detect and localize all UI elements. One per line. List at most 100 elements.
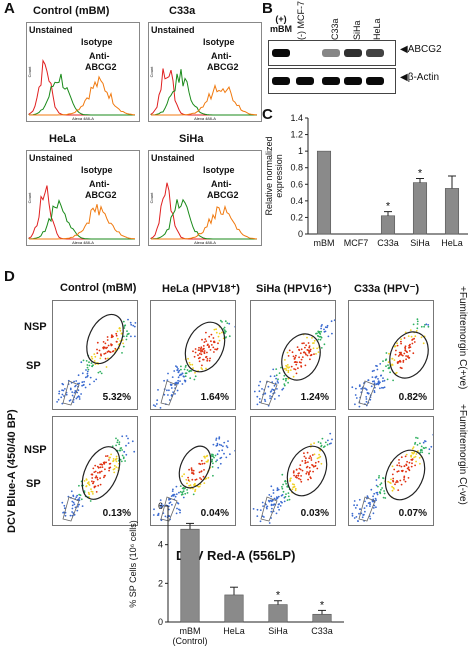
- facs-event: [273, 398, 276, 400]
- facs-event: [93, 471, 96, 473]
- sp-gate: [62, 380, 80, 406]
- facs-event: [130, 323, 133, 326]
- facs-event: [412, 323, 415, 326]
- facs-event: [201, 368, 204, 371]
- histogram-title: SiHa: [179, 133, 204, 145]
- facs-event: [218, 450, 221, 452]
- facs-event: [397, 355, 400, 357]
- facs-event: [330, 320, 333, 323]
- facs-event: [323, 328, 325, 331]
- facs-event: [177, 381, 180, 384]
- facs-event: [205, 355, 208, 358]
- facs-event: [416, 323, 419, 325]
- facs-event: [115, 332, 118, 335]
- facs-event: [313, 453, 316, 456]
- facs-event: [392, 477, 395, 480]
- blot-band: [366, 77, 384, 85]
- facs-event: [93, 380, 95, 383]
- facs-event: [122, 320, 125, 323]
- facs-event: [106, 339, 109, 341]
- facs-event: [314, 464, 317, 467]
- facs-event: [122, 457, 125, 460]
- facs-event: [298, 467, 301, 470]
- facs-event: [219, 457, 222, 460]
- facs-event: [326, 324, 329, 327]
- facs-event: [354, 403, 356, 406]
- facs-event: [202, 345, 205, 347]
- facs-event: [94, 464, 97, 467]
- facs-event: [375, 479, 378, 481]
- facs-event: [375, 375, 378, 378]
- sp-percentage: 5.32%: [102, 392, 131, 403]
- facs-event: [224, 330, 227, 333]
- facs-event: [152, 404, 155, 406]
- facs-event: [101, 466, 104, 468]
- facs-event: [365, 389, 368, 391]
- facs-event: [326, 326, 328, 329]
- facs-event: [276, 388, 278, 390]
- facs-event: [321, 437, 324, 440]
- facs-event: [93, 485, 96, 488]
- facs-event: [259, 509, 262, 511]
- facs-event: [312, 342, 314, 344]
- facs-event: [176, 502, 179, 504]
- facs-event: [382, 477, 384, 479]
- facs-event: [364, 500, 366, 503]
- facs-event: [96, 348, 98, 351]
- facs-event: [123, 327, 126, 329]
- facs-event: [281, 487, 284, 490]
- facs-event: [318, 332, 321, 335]
- facs-event: [318, 453, 320, 456]
- column-header: SiHa (HPV16⁺): [256, 283, 332, 295]
- facs-event: [192, 469, 195, 472]
- anti-abcg2-curve: [151, 83, 258, 116]
- facs-event: [133, 450, 136, 453]
- facs-event: [400, 340, 402, 343]
- facs-event: [127, 332, 130, 335]
- anti-abcg2-label: Anti-: [211, 179, 232, 189]
- facs-event: [278, 508, 280, 511]
- facs-event: [112, 458, 115, 460]
- facs-event: [392, 480, 395, 483]
- facs-event: [258, 390, 261, 393]
- bar: [444, 188, 460, 235]
- facs-event: [99, 477, 101, 480]
- facs-event: [415, 453, 418, 455]
- facs-event: [278, 503, 281, 505]
- facs-event: [364, 510, 366, 513]
- facs-event: [315, 353, 317, 355]
- facs-event: [388, 481, 391, 484]
- facs-event: [354, 394, 357, 396]
- facs-event: [172, 488, 174, 491]
- anti-abcg2-label: ABCG2: [207, 190, 239, 200]
- facs-event: [77, 505, 79, 508]
- facs-event: [417, 450, 419, 452]
- facs-event: [220, 444, 223, 447]
- facs-event: [294, 368, 297, 371]
- facs-event: [86, 364, 89, 366]
- facs-event: [415, 460, 417, 463]
- facs-event: [203, 351, 206, 354]
- facs-event: [403, 475, 406, 478]
- facs-event: [213, 340, 215, 343]
- facs-event: [375, 499, 377, 501]
- facs-event: [270, 495, 273, 498]
- facs-event: [201, 364, 203, 367]
- facs-event: [102, 346, 105, 348]
- facs-event: [311, 454, 314, 456]
- facs-event: [207, 459, 209, 462]
- facs-event: [159, 499, 162, 501]
- facs-event: [168, 502, 171, 505]
- facs-event: [95, 491, 98, 493]
- facs-event: [312, 465, 315, 468]
- facs-event: [92, 480, 95, 483]
- facs-event: [82, 383, 85, 386]
- facs-event: [212, 453, 214, 456]
- facs-event: [391, 473, 394, 476]
- facs-event: [79, 494, 82, 497]
- facs-event: [116, 337, 119, 340]
- facs-event: [77, 374, 80, 377]
- facs-event: [287, 366, 290, 369]
- facs-event: [198, 471, 201, 474]
- facs-event: [252, 508, 255, 510]
